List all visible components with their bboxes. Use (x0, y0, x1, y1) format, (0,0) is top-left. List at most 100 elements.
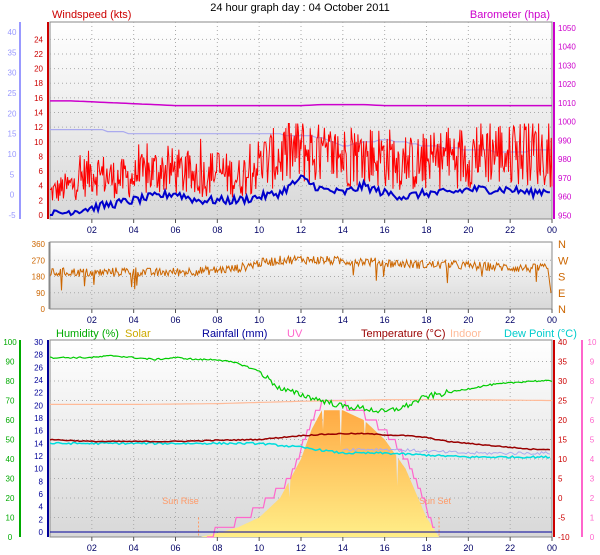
legend-entry: Humidity (%) (56, 328, 119, 340)
uv-axis-tick-label: 7 (590, 397, 595, 406)
uv-axis-tick-label: 6 (590, 416, 595, 425)
outer-axis-tick-label: 5 (10, 170, 15, 179)
wind-direction-line (49, 254, 552, 293)
wind-panel-x-tick-label: 02 (87, 225, 97, 235)
solar-area (200, 410, 440, 537)
temp-axis-tick-label: 25 (558, 397, 567, 406)
rain-axis-tick-label: 26 (34, 363, 43, 372)
temperature-line (49, 432, 551, 451)
rain-axis-tick-label: 28 (34, 351, 43, 360)
temp-panel-x-tick-label: 16 (380, 543, 390, 553)
rain-axis-tick-label: 14 (34, 439, 43, 448)
legend-entry: Rainfall (mm) (202, 328, 267, 340)
dew-point-line (49, 441, 551, 459)
direction-panel-x-tick-label: 10 (254, 315, 264, 325)
uv-axis-tick-label: 3 (590, 475, 595, 484)
windspeed-axis-tick-label: 6 (39, 167, 44, 176)
legend-entry: UV (287, 328, 303, 340)
uv-axis-tick-label: 1 (590, 514, 595, 523)
barometer-axis-tick-label: 1010 (558, 99, 576, 108)
temp-axis-tick-label: 0 (558, 494, 563, 503)
windspeed-axis-tick-label: 16 (34, 94, 43, 103)
temp-panel-x-tick-label: 10 (254, 543, 264, 553)
temp-panel-x-tick-label: 12 (296, 543, 306, 553)
wind-panel-x-tick-label: 10 (254, 225, 264, 235)
outer-axis-tick-label: 40 (8, 28, 17, 37)
direction-axis-tick-label: 180 (32, 273, 46, 282)
legend-entry: Solar (125, 328, 151, 340)
wind-panel-x-tick-label: 18 (421, 225, 431, 235)
direction-axis-tick-label: 360 (32, 240, 46, 249)
direction-compass-label: N (558, 304, 566, 316)
outer-axis-tick-label: 15 (8, 130, 17, 139)
windspeed-line (49, 123, 553, 201)
direction-panel-x-tick-label: 08 (212, 315, 222, 325)
humidity-axis-tick-label: 40 (6, 455, 15, 464)
direction-panel-x-tick-label: 02 (87, 315, 97, 325)
temp-panel-x-tick-label: 06 (170, 543, 180, 553)
direction-panel-x-tick-label: 04 (129, 315, 139, 325)
wind-gust-line (50, 174, 550, 217)
uv-axis-tick-label: 2 (590, 494, 595, 503)
temp-panel-x-tick-label: 04 (129, 543, 139, 553)
direction-compass-label: W (558, 255, 569, 267)
rain-axis-tick-label: 10 (34, 465, 43, 474)
barometer-axis-tick-label: 960 (558, 193, 572, 202)
barometer-axis-title: Barometer (hpa) (470, 9, 550, 21)
rain-axis-tick-label: 18 (34, 414, 43, 423)
outer-axis-tick-label: 10 (8, 150, 17, 159)
uv-line (206, 399, 435, 538)
temp-panel-x-tick-label: 20 (463, 543, 473, 553)
humidity-axis-tick-label: 50 (6, 436, 15, 445)
rain-axis-tick-label: 24 (34, 376, 43, 385)
sunrise-label: Sun Rise (162, 496, 199, 506)
direction-axis-tick-label: 270 (32, 256, 46, 265)
direction-compass-label: N (558, 239, 566, 251)
windspeed-axis-tick-label: 2 (39, 196, 44, 205)
temp-panel-x-tick-label: 08 (212, 543, 222, 553)
direction-axis-tick-label: 90 (36, 289, 45, 298)
wind-chill-line (50, 129, 552, 153)
rain-axis-tick-label: 20 (34, 401, 43, 410)
direction-panel-x-tick-label: 18 (421, 315, 431, 325)
humidity-axis-tick-label: 10 (6, 514, 15, 523)
uv-axis-tick-label: 10 (588, 338, 597, 347)
humidity-axis-tick-label: 30 (6, 475, 15, 484)
direction-panel-x-tick-label: 20 (463, 315, 473, 325)
barometer-axis-tick-label: 950 (558, 211, 572, 220)
direction-axis-tick-label: 0 (41, 305, 46, 314)
rain-axis-tick-label: 4 (39, 503, 44, 512)
windspeed-axis-tick-label: 22 (34, 50, 43, 59)
barometer-axis-tick-label: 1030 (558, 61, 576, 70)
direction-panel-x-tick-label: 22 (505, 315, 515, 325)
windspeed-axis-tick-label: 18 (34, 79, 43, 88)
outer-axis-tick-label: 30 (8, 69, 17, 78)
direction-panel-x-tick-label: 12 (296, 315, 306, 325)
temp-axis-tick-label: 40 (558, 338, 567, 347)
humidity-axis-tick-label: 90 (6, 358, 15, 367)
direction-panel-x-tick-label: 00 (547, 315, 557, 325)
barometer-axis-tick-label: 980 (558, 155, 572, 164)
humidity-axis-tick-label: 80 (6, 377, 15, 386)
rain-axis-tick-label: 30 (34, 338, 43, 347)
rain-axis-tick-label: 16 (34, 427, 43, 436)
humidity-axis-tick-label: 20 (6, 494, 15, 503)
outer-axis-tick-label: 35 (8, 48, 17, 57)
windspeed-axis-tick-label: 10 (34, 138, 43, 147)
legend-entry: Dew Point (°C) (504, 328, 577, 340)
temp-axis-tick-label: 5 (558, 475, 563, 484)
outer-axis-tick-label: -5 (8, 211, 16, 220)
feels-like-line (342, 447, 551, 456)
temp-panel-x-tick-label: 00 (547, 543, 557, 553)
temp-axis-tick-label: -10 (558, 533, 570, 542)
wind-panel-x-tick-label: 16 (380, 225, 390, 235)
indoor-temp-line (50, 399, 552, 405)
temp-panel-x-tick-label: 02 (87, 543, 97, 553)
temp-axis-tick-label: 35 (558, 358, 567, 367)
windspeed-axis-tick-label: 20 (34, 65, 43, 74)
rain-axis-tick-label: 12 (34, 452, 43, 461)
legend-entry: Temperature (°C) (361, 328, 445, 340)
direction-compass-label: E (558, 288, 565, 300)
rain-axis-tick-label: 22 (34, 389, 43, 398)
rain-axis-tick-label: 2 (39, 515, 44, 524)
